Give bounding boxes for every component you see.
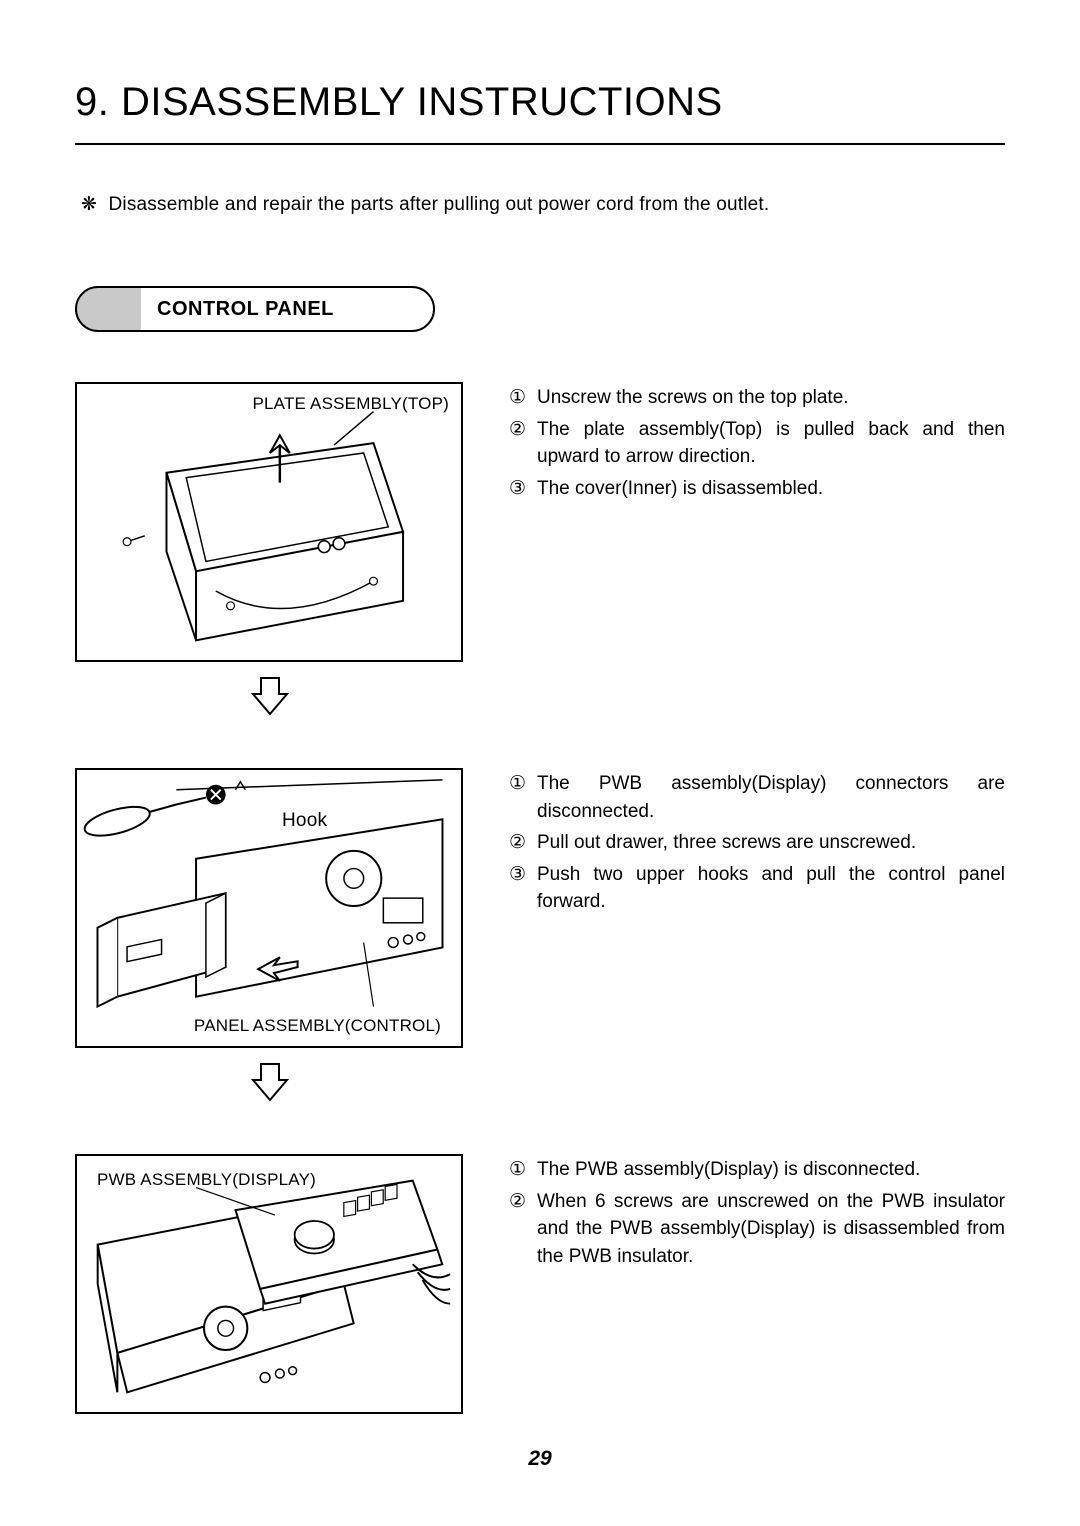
step-text: Unscrew the screws on the top plate.	[537, 384, 1005, 412]
step-num: ③	[509, 861, 537, 916]
list-item: ①The PWB assembly(Display) connectors ar…	[509, 770, 1005, 825]
figure-2-illustration	[77, 770, 461, 1046]
figure-3-col: PWB ASSEMBLY(DISPLAY)	[75, 1154, 465, 1414]
row-1: PLATE ASSEMBLY(TOP)	[75, 382, 1005, 728]
step-text: The plate assembly(Top) is pulled back a…	[537, 416, 1005, 471]
down-arrow-icon	[247, 672, 293, 718]
warning-asterisk: ❋	[81, 193, 103, 216]
step-num: ①	[509, 1156, 537, 1184]
title-rule	[75, 143, 1005, 145]
step-num: ②	[509, 829, 537, 857]
step-text: Pull out drawer, three screws are unscre…	[537, 829, 1005, 857]
figure-3-box: PWB ASSEMBLY(DISPLAY)	[75, 1154, 463, 1414]
figure-1-col: PLATE ASSEMBLY(TOP)	[75, 382, 465, 728]
figure-2-col: Hook PANEL ASSEMBLY(CONTROL)	[75, 768, 465, 1114]
list-item: ②When 6 screws are unscrewed on the PWB …	[509, 1188, 1005, 1271]
row-3: PWB ASSEMBLY(DISPLAY)	[75, 1154, 1005, 1414]
steps-3-col: ①The PWB assembly(Display) is disconnect…	[509, 1154, 1005, 1414]
list-item: ②The plate assembly(Top) is pulled back …	[509, 416, 1005, 471]
steps-3-list: ①The PWB assembly(Display) is disconnect…	[509, 1156, 1005, 1270]
arrow-2-to-3	[75, 1058, 465, 1104]
section-pill-label: CONTROL PANEL	[157, 298, 334, 321]
figure-1-label: PLATE ASSEMBLY(TOP)	[252, 394, 449, 414]
step-text: Push two upper hooks and pull the contro…	[537, 861, 1005, 916]
row-2: Hook PANEL ASSEMBLY(CONTROL)	[75, 768, 1005, 1114]
figure-2-label-hook: Hook	[282, 810, 327, 832]
steps-2-col: ①The PWB assembly(Display) connectors ar…	[509, 768, 1005, 1114]
figure-1-box: PLATE ASSEMBLY(TOP)	[75, 382, 463, 662]
step-text: The cover(Inner) is disassembled.	[537, 475, 1005, 503]
list-item: ①The PWB assembly(Display) is disconnect…	[509, 1156, 1005, 1184]
list-item: ③The cover(Inner) is disassembled.	[509, 475, 1005, 503]
list-item: ①Unscrew the screws on the top plate.	[509, 384, 1005, 412]
section-pill: CONTROL PANEL	[75, 286, 435, 332]
figure-1-illustration	[77, 384, 461, 660]
step-num: ①	[509, 770, 537, 825]
page-container: 9. DISASSEMBLY INSTRUCTIONS ❋ Disassembl…	[0, 0, 1080, 1464]
step-num: ①	[509, 384, 537, 412]
list-item: ③Push two upper hooks and pull the contr…	[509, 861, 1005, 916]
step-num: ②	[509, 1188, 537, 1271]
steps-2-list: ①The PWB assembly(Display) connectors ar…	[509, 770, 1005, 916]
steps-1-list: ①Unscrew the screws on the top plate. ②T…	[509, 384, 1005, 502]
warning-text: Disassemble and repair the parts after p…	[108, 194, 769, 215]
step-num: ②	[509, 416, 537, 471]
step-text: The PWB assembly(Display) is disconnecte…	[537, 1156, 1005, 1184]
step-text: The PWB assembly(Display) connectors are…	[537, 770, 1005, 825]
warning-line: ❋ Disassemble and repair the parts after…	[103, 193, 1005, 216]
figure-3-label: PWB ASSEMBLY(DISPLAY)	[97, 1170, 316, 1190]
figure-2-box: Hook PANEL ASSEMBLY(CONTROL)	[75, 768, 463, 1048]
figure-3-illustration	[77, 1156, 461, 1412]
step-text: When 6 screws are unscrewed on the PWB i…	[537, 1188, 1005, 1271]
list-item: ②Pull out drawer, three screws are unscr…	[509, 829, 1005, 857]
figure-2-label-bottom: PANEL ASSEMBLY(CONTROL)	[194, 1016, 441, 1036]
arrow-1-to-2	[75, 672, 465, 718]
step-num: ③	[509, 475, 537, 503]
page-title: 9. DISASSEMBLY INSTRUCTIONS	[75, 80, 1005, 125]
steps-1-col: ①Unscrew the screws on the top plate. ②T…	[509, 382, 1005, 728]
down-arrow-icon	[247, 1058, 293, 1104]
page-number: 29	[0, 1447, 1080, 1471]
